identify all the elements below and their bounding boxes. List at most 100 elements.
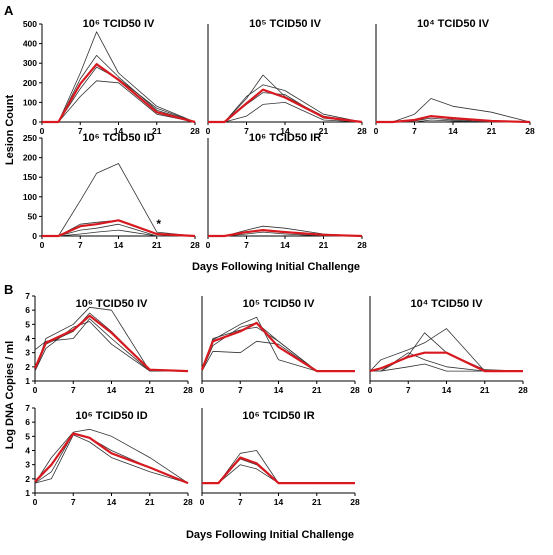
series-line-mean (42, 219, 196, 238)
series-line-mean (208, 229, 363, 238)
x-tick-label: 28 (190, 240, 200, 250)
chart-title: 10⁶ TCID50 IR (242, 410, 314, 422)
x-tick-label: 14 (107, 385, 117, 395)
x-tick-label: 0 (200, 497, 205, 507)
chart-panel: 10⁶ TCID50 IR 0 7 14 21 28 Days Following Init… (186, 408, 360, 541)
chart-annotation: * (156, 217, 161, 231)
x-tick-label: 14 (280, 240, 290, 250)
y-tick-label: 400 (23, 39, 37, 49)
chart-panel: 10⁵ TCID50 IV 0 7 14 21 28 (200, 296, 360, 395)
chart-panel: 10⁵ TCID50 IV 0 7 14 21 28 (206, 18, 367, 136)
x-tick-label: 28 (350, 497, 360, 507)
chart-panel: 10⁶ TCID50 ID 0 7 14 21 28 0 50 100 150 200 250 * (23, 132, 200, 250)
x-tick-label: 7 (244, 126, 249, 136)
x-tick-label: 0 (374, 126, 379, 136)
chart-panel: 10⁴ TCID50 IV 0 7 14 21 28 (374, 18, 535, 136)
y-tick-label: 0 (32, 231, 37, 241)
series-line-mean (33, 314, 189, 373)
chart-title: 10⁶ TCID50 ID (82, 132, 154, 144)
chart-title: 10⁶ TCID50 IV (76, 298, 148, 310)
x-tick-label: 21 (145, 497, 155, 507)
x-tick-label: 7 (78, 240, 83, 250)
y-tick-label: 1 (25, 488, 30, 498)
x-tick-label: 28 (357, 126, 367, 136)
series-line-mean (369, 351, 523, 373)
y-tick-label: 200 (23, 153, 37, 163)
series-line-mean (34, 432, 189, 485)
y-axis-label: Log DNA Copies / ml (4, 341, 16, 449)
x-tick-label: 14 (274, 385, 284, 395)
x-tick-label: 7 (244, 240, 249, 250)
y-tick-label: 200 (23, 78, 37, 88)
y-tick-label: 3 (25, 348, 30, 358)
x-tick-label: 0 (33, 385, 38, 395)
x-tick-label: 0 (40, 126, 45, 136)
y-axis-label: Lesion Count (4, 95, 16, 166)
series-line-mean (200, 321, 355, 373)
y-tick-label: 5 (25, 431, 30, 441)
x-tick-label: 21 (152, 240, 162, 250)
x-tick-label: 28 (183, 497, 193, 507)
chart-title: 10⁶ TCID50 IR (249, 132, 321, 144)
x-tick-label: 14 (442, 385, 452, 395)
series-line-mean (42, 63, 196, 124)
y-tick-label: 6 (25, 417, 30, 427)
y-tick-label: 100 (23, 97, 37, 107)
series-line-mean (376, 114, 531, 124)
x-tick-label: 21 (312, 497, 322, 507)
x-tick-label: 28 (525, 126, 535, 136)
chart-panel: 10⁶ TCID50 IR 0 7 14 21 28 Days Following Init… (192, 132, 367, 273)
panel-a-label: A (4, 3, 14, 18)
panel-b-label: B (4, 282, 13, 297)
y-tick-label: 2 (25, 362, 30, 372)
x-tick-label: 21 (319, 240, 329, 250)
x-tick-label: 0 (33, 497, 38, 507)
chart-title: 10⁶ TCID50 IV (83, 18, 155, 30)
series-line-individual (42, 163, 196, 237)
x-tick-label: 7 (238, 497, 243, 507)
series-line-individual (369, 328, 523, 372)
y-tick-label: 50 (28, 211, 38, 221)
x-tick-label: 14 (107, 497, 117, 507)
y-tick-label: 7 (25, 291, 30, 301)
x-tick-label: 7 (412, 126, 417, 136)
x-tick-label: 28 (357, 240, 367, 250)
x-tick-label: 14 (114, 240, 124, 250)
x-tick-label: 7 (71, 497, 76, 507)
x-tick-label: 28 (190, 126, 200, 136)
x-tick-label: 14 (280, 126, 290, 136)
y-tick-label: 2 (25, 474, 30, 484)
x-tick-label: 0 (368, 385, 373, 395)
chart-panel: 10⁴ TCID50 IV 0 7 14 21 28 (368, 296, 528, 395)
y-tick-label: 3 (25, 460, 30, 470)
x-tick-label: 7 (71, 385, 76, 395)
x-tick-label: 0 (40, 240, 45, 250)
y-tick-label: 1 (25, 376, 30, 386)
x-tick-label: 21 (145, 385, 155, 395)
y-tick-label: 7 (25, 403, 30, 413)
x-tick-label: 14 (274, 497, 284, 507)
x-tick-label: 21 (480, 385, 490, 395)
series-line-individual (202, 450, 355, 484)
series-line-individual (34, 428, 189, 484)
x-tick-label: 21 (312, 385, 322, 395)
y-tick-label: 5 (25, 319, 30, 329)
chart-panel: 10⁶ TCID50 IV 0 7 14 21 28 0 100 200 300 400 500 Les… (4, 18, 200, 165)
x-tick-label: 0 (206, 126, 211, 136)
y-tick-label: 0 (32, 117, 37, 127)
x-tick-label: 21 (319, 126, 329, 136)
chart-title: 10⁵ TCID50 IV (249, 18, 321, 30)
y-tick-label: 250 (23, 133, 37, 143)
x-tick-label: 21 (152, 126, 162, 136)
x-tick-label: 0 (200, 385, 205, 395)
y-tick-label: 4 (25, 446, 30, 456)
series-line-individual (34, 312, 189, 372)
plots-layer: 10⁶ TCID50 IV0 7 14 21 280100200300400500Les… (4, 18, 535, 541)
x-tick-label: 7 (78, 126, 83, 136)
y-tick-label: 150 (23, 172, 37, 182)
x-tick-label: 14 (114, 126, 124, 136)
series-line-individual (34, 321, 188, 372)
chart-title: 10⁴ TCID50 IV (417, 18, 490, 30)
y-tick-label: 4 (25, 334, 30, 344)
